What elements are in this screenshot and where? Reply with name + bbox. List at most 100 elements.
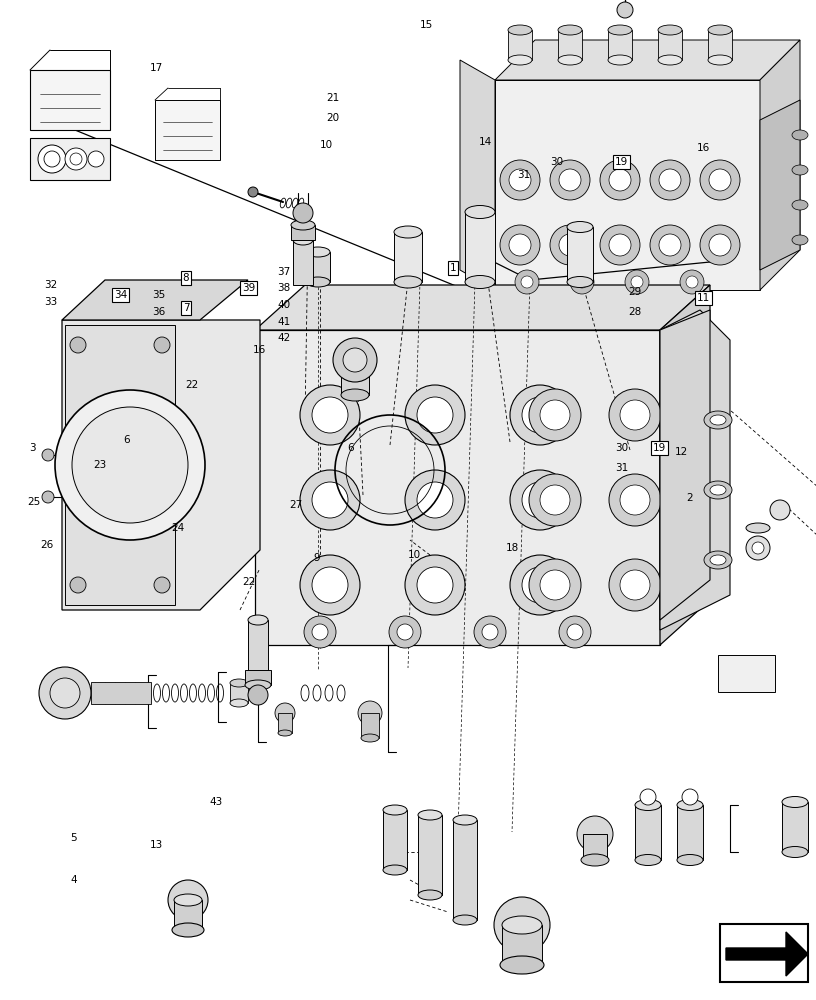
Ellipse shape — [383, 865, 407, 875]
Ellipse shape — [508, 25, 532, 35]
Circle shape — [509, 169, 531, 191]
Circle shape — [72, 407, 188, 523]
Circle shape — [529, 559, 581, 611]
Ellipse shape — [635, 854, 661, 865]
Circle shape — [620, 570, 650, 600]
Text: 29: 29 — [628, 287, 641, 297]
Circle shape — [550, 160, 590, 200]
Bar — [230, 683, 248, 703]
Circle shape — [682, 789, 698, 805]
Ellipse shape — [174, 894, 202, 906]
Text: 19: 19 — [615, 157, 628, 167]
Circle shape — [522, 397, 558, 433]
Circle shape — [559, 234, 581, 256]
Circle shape — [659, 169, 681, 191]
Circle shape — [752, 542, 764, 554]
Circle shape — [510, 470, 570, 530]
Text: 15: 15 — [419, 20, 432, 30]
Bar — [361, 713, 379, 738]
Text: 8: 8 — [183, 273, 189, 283]
Bar — [782, 802, 808, 852]
Circle shape — [600, 160, 640, 200]
Ellipse shape — [746, 523, 770, 533]
Text: 3: 3 — [29, 443, 36, 453]
Circle shape — [500, 225, 540, 265]
Text: 34: 34 — [114, 290, 127, 300]
Bar — [502, 925, 542, 965]
Bar — [293, 240, 313, 285]
Ellipse shape — [293, 235, 313, 245]
Circle shape — [620, 485, 650, 515]
Circle shape — [417, 482, 453, 518]
Ellipse shape — [710, 555, 726, 565]
Circle shape — [510, 555, 570, 615]
Circle shape — [620, 400, 650, 430]
Ellipse shape — [230, 699, 248, 707]
Bar — [291, 225, 315, 240]
Polygon shape — [65, 325, 175, 605]
Bar — [583, 834, 607, 860]
Ellipse shape — [608, 25, 632, 35]
Circle shape — [405, 470, 465, 530]
Ellipse shape — [704, 551, 732, 569]
Text: 28: 28 — [628, 307, 641, 317]
Ellipse shape — [465, 275, 495, 288]
Polygon shape — [495, 40, 800, 80]
Circle shape — [293, 203, 313, 223]
Text: 21: 21 — [326, 93, 339, 103]
Circle shape — [55, 390, 205, 540]
Text: 2: 2 — [686, 493, 693, 503]
Circle shape — [600, 225, 640, 265]
Circle shape — [540, 400, 570, 430]
Circle shape — [576, 276, 588, 288]
Polygon shape — [760, 100, 800, 270]
Ellipse shape — [230, 679, 248, 687]
Ellipse shape — [710, 485, 726, 495]
Ellipse shape — [792, 200, 808, 210]
Circle shape — [389, 616, 421, 648]
Bar — [465, 212, 495, 282]
Circle shape — [42, 449, 54, 461]
Text: 42: 42 — [277, 333, 290, 343]
Bar — [418, 815, 442, 895]
Circle shape — [397, 624, 413, 640]
Ellipse shape — [278, 730, 292, 736]
Polygon shape — [62, 280, 248, 320]
Circle shape — [700, 160, 740, 200]
Ellipse shape — [704, 411, 732, 429]
Text: 30: 30 — [550, 157, 563, 167]
Ellipse shape — [558, 25, 582, 35]
Polygon shape — [155, 100, 220, 160]
Text: 14: 14 — [479, 137, 492, 147]
Text: 36: 36 — [153, 307, 166, 317]
Circle shape — [609, 389, 661, 441]
Polygon shape — [495, 80, 760, 290]
Text: 26: 26 — [41, 540, 54, 550]
Circle shape — [631, 276, 643, 288]
Text: 35: 35 — [153, 290, 166, 300]
Polygon shape — [718, 655, 775, 692]
Ellipse shape — [708, 55, 732, 65]
Circle shape — [343, 348, 367, 372]
Ellipse shape — [453, 815, 477, 825]
Text: 24: 24 — [171, 523, 184, 533]
Ellipse shape — [394, 276, 422, 288]
Text: 27: 27 — [289, 500, 302, 510]
Circle shape — [494, 897, 550, 953]
Circle shape — [312, 567, 348, 603]
Circle shape — [70, 337, 86, 353]
Circle shape — [39, 667, 91, 719]
Ellipse shape — [361, 734, 379, 742]
Text: 17: 17 — [150, 63, 163, 73]
Circle shape — [609, 234, 631, 256]
Circle shape — [609, 169, 631, 191]
Circle shape — [417, 567, 453, 603]
Circle shape — [405, 385, 465, 445]
Circle shape — [70, 577, 86, 593]
Circle shape — [709, 169, 731, 191]
Bar — [341, 360, 369, 395]
Circle shape — [168, 880, 208, 920]
Bar — [567, 227, 593, 282]
Bar — [306, 252, 330, 282]
Text: 31: 31 — [615, 463, 628, 473]
